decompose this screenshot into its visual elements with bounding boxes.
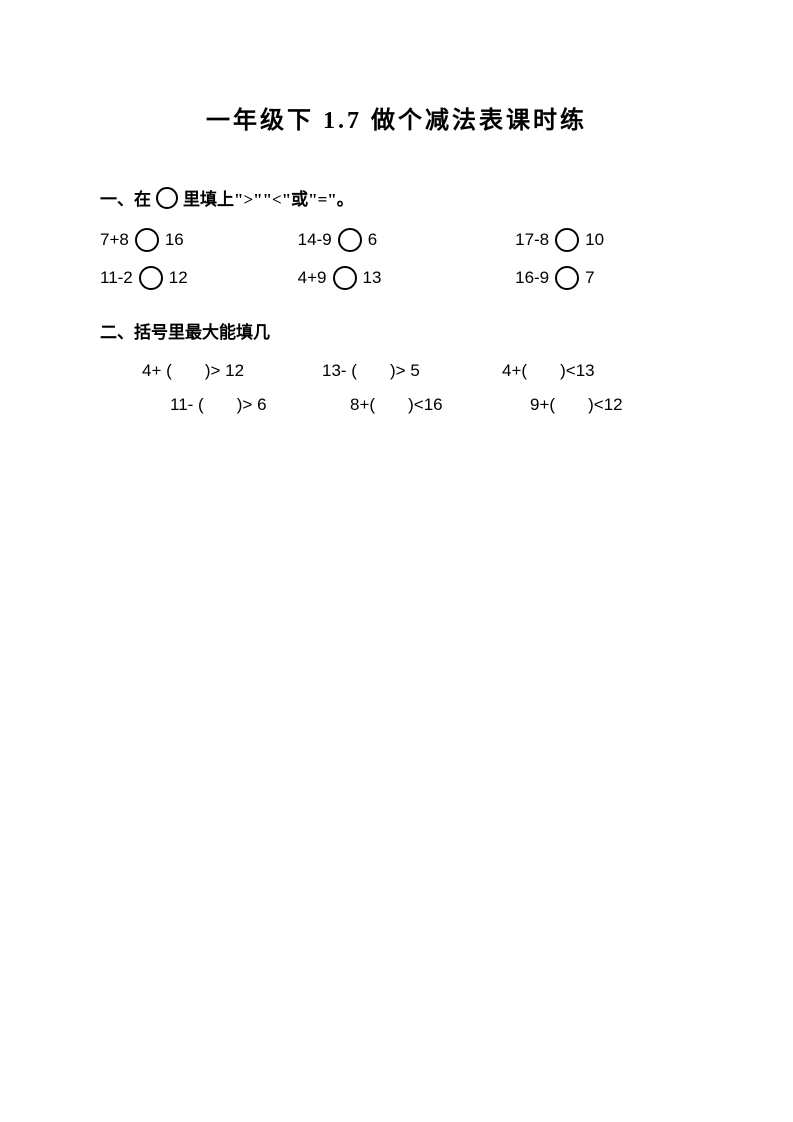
bracket-problem: 11- ( )> 6 xyxy=(170,395,350,415)
section1-header-suffix: 里填上">""<"或"="。 xyxy=(183,185,354,210)
section2-row: 4+ ( )> 12 13- ( )> 5 4+( )<13 xyxy=(100,361,693,381)
answer-circle[interactable] xyxy=(555,228,579,252)
bracket-problem: 9+( )<12 xyxy=(530,395,690,415)
section2-header-text: 二、括号里最大能填几 xyxy=(100,318,270,343)
problem-item: 4+9 13 xyxy=(298,266,515,290)
answer-circle[interactable] xyxy=(555,266,579,290)
bracket-problem: 4+( )<13 xyxy=(502,361,662,381)
circle-icon xyxy=(156,187,178,209)
problem-left: 17-8 xyxy=(515,230,549,250)
problem-right: 13 xyxy=(363,268,382,288)
problem-item: 16-9 7 xyxy=(515,266,693,290)
problem-left: 4+9 xyxy=(298,268,327,288)
problem-item: 17-8 10 xyxy=(515,228,693,252)
bracket-problem: 8+( )<16 xyxy=(350,395,530,415)
answer-circle[interactable] xyxy=(333,266,357,290)
problem-right: 7 xyxy=(585,268,594,288)
section1-header-prefix: 一、在 xyxy=(100,185,151,210)
section2-header: 二、括号里最大能填几 xyxy=(100,318,693,343)
section2-row: 11- ( )> 6 8+( )<16 9+( )<12 xyxy=(100,395,693,415)
problem-left: 11-2 xyxy=(100,268,133,288)
answer-circle[interactable] xyxy=(338,228,362,252)
section1-row: 11-2 12 4+9 13 16-9 7 xyxy=(100,266,693,290)
section1-row: 7+8 16 14-9 6 17-8 10 xyxy=(100,228,693,252)
problem-left: 7+8 xyxy=(100,230,129,250)
problem-right: 16 xyxy=(165,230,184,250)
answer-circle[interactable] xyxy=(139,266,163,290)
problem-item: 11-2 12 xyxy=(100,266,298,290)
bracket-problem: 4+ ( )> 12 xyxy=(142,361,322,381)
problem-right: 6 xyxy=(368,230,377,250)
problem-right: 10 xyxy=(585,230,604,250)
problem-item: 14-9 6 xyxy=(298,228,515,252)
problem-right: 12 xyxy=(169,268,188,288)
bracket-problem: 13- ( )> 5 xyxy=(322,361,502,381)
section1-header: 一、在 里填上">""<"或"="。 xyxy=(100,185,693,210)
problem-left: 16-9 xyxy=(515,268,549,288)
problem-left: 14-9 xyxy=(298,230,332,250)
worksheet-title: 一年级下 1.7 做个减法表课时练 xyxy=(100,100,693,135)
answer-circle[interactable] xyxy=(135,228,159,252)
problem-item: 7+8 16 xyxy=(100,228,298,252)
